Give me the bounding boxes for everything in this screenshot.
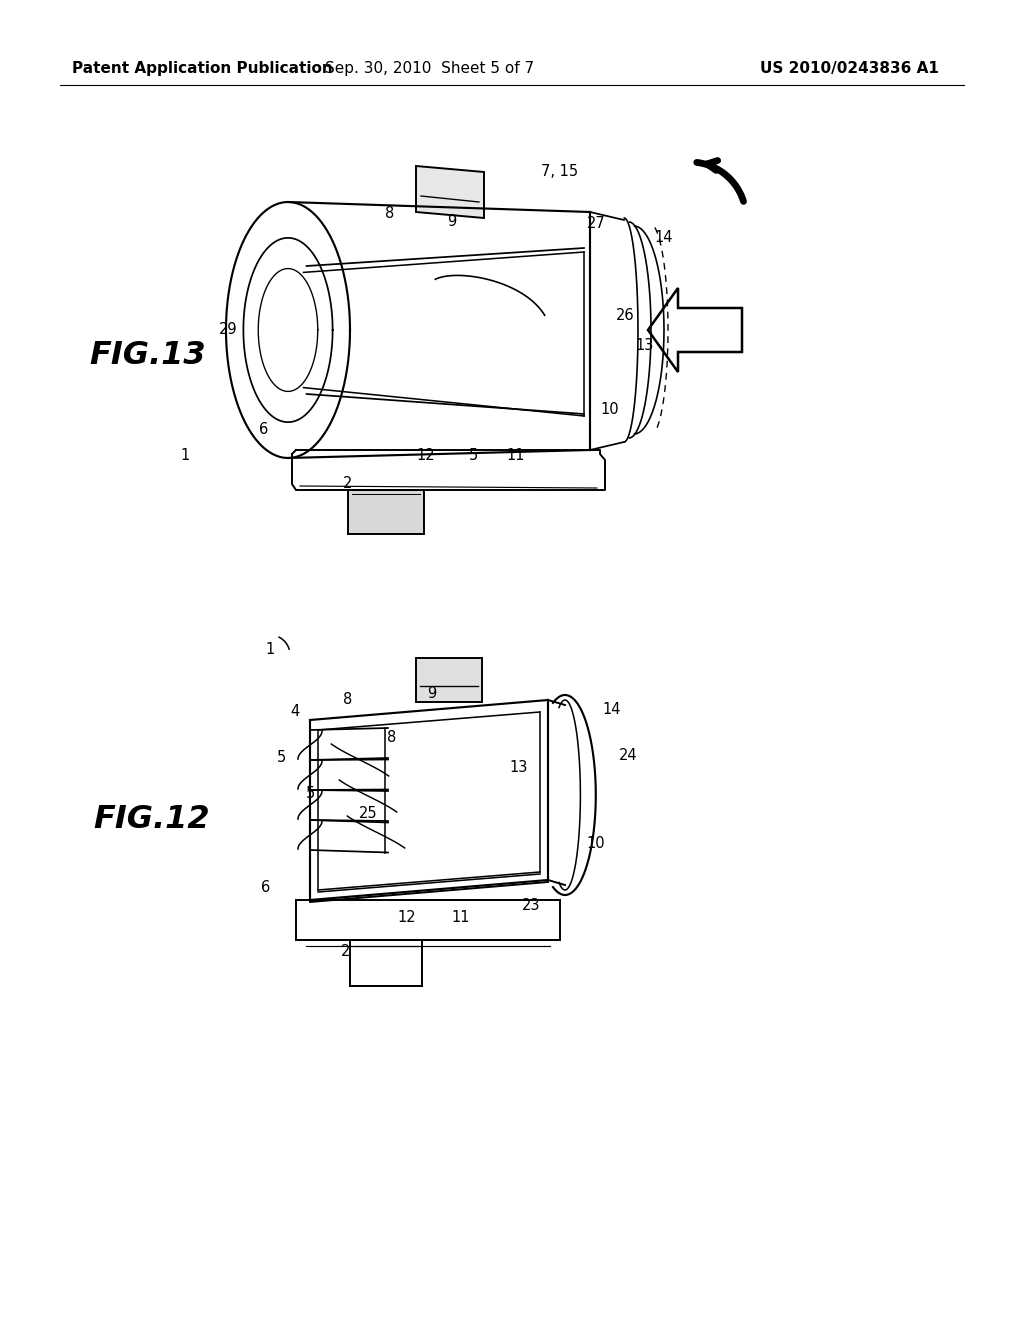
Text: 13: 13 <box>636 338 654 354</box>
Text: 11: 11 <box>452 911 470 925</box>
Text: 25: 25 <box>358 805 377 821</box>
Text: 26: 26 <box>615 308 634 322</box>
Text: 6: 6 <box>261 879 270 895</box>
Text: 8: 8 <box>387 730 396 744</box>
Text: 13: 13 <box>510 760 528 776</box>
Text: 8: 8 <box>385 206 394 220</box>
Text: 6: 6 <box>259 422 268 437</box>
Text: 5: 5 <box>276 750 286 764</box>
Text: FIG.13: FIG.13 <box>90 339 206 371</box>
Text: 12: 12 <box>397 911 417 925</box>
Text: 10: 10 <box>601 403 620 417</box>
Polygon shape <box>648 288 742 372</box>
Text: 10: 10 <box>587 836 605 850</box>
Text: 1: 1 <box>265 643 274 657</box>
Text: 7, 15: 7, 15 <box>542 164 579 178</box>
Text: 11: 11 <box>507 449 525 463</box>
Text: 14: 14 <box>603 702 622 718</box>
Text: 23: 23 <box>522 899 541 913</box>
Text: 9: 9 <box>447 214 457 230</box>
Text: 8: 8 <box>343 693 352 708</box>
Text: 1: 1 <box>180 449 189 463</box>
Text: 27: 27 <box>587 216 605 231</box>
Text: Patent Application Publication: Patent Application Publication <box>72 61 333 75</box>
Text: 2: 2 <box>341 945 350 960</box>
Text: 29: 29 <box>219 322 238 338</box>
Text: 14: 14 <box>654 230 673 244</box>
Text: 9: 9 <box>427 685 436 701</box>
Polygon shape <box>348 490 424 535</box>
Text: US 2010/0243836 A1: US 2010/0243836 A1 <box>760 61 939 75</box>
Text: 4: 4 <box>291 705 300 719</box>
Text: 2: 2 <box>343 477 352 491</box>
Text: 12: 12 <box>417 449 435 463</box>
Text: 24: 24 <box>618 747 637 763</box>
Text: Sep. 30, 2010  Sheet 5 of 7: Sep. 30, 2010 Sheet 5 of 7 <box>326 61 535 75</box>
Text: FIG.12: FIG.12 <box>93 804 210 836</box>
Polygon shape <box>416 166 484 218</box>
Text: 5: 5 <box>305 785 314 800</box>
Text: 5: 5 <box>468 449 477 463</box>
Polygon shape <box>416 657 482 702</box>
